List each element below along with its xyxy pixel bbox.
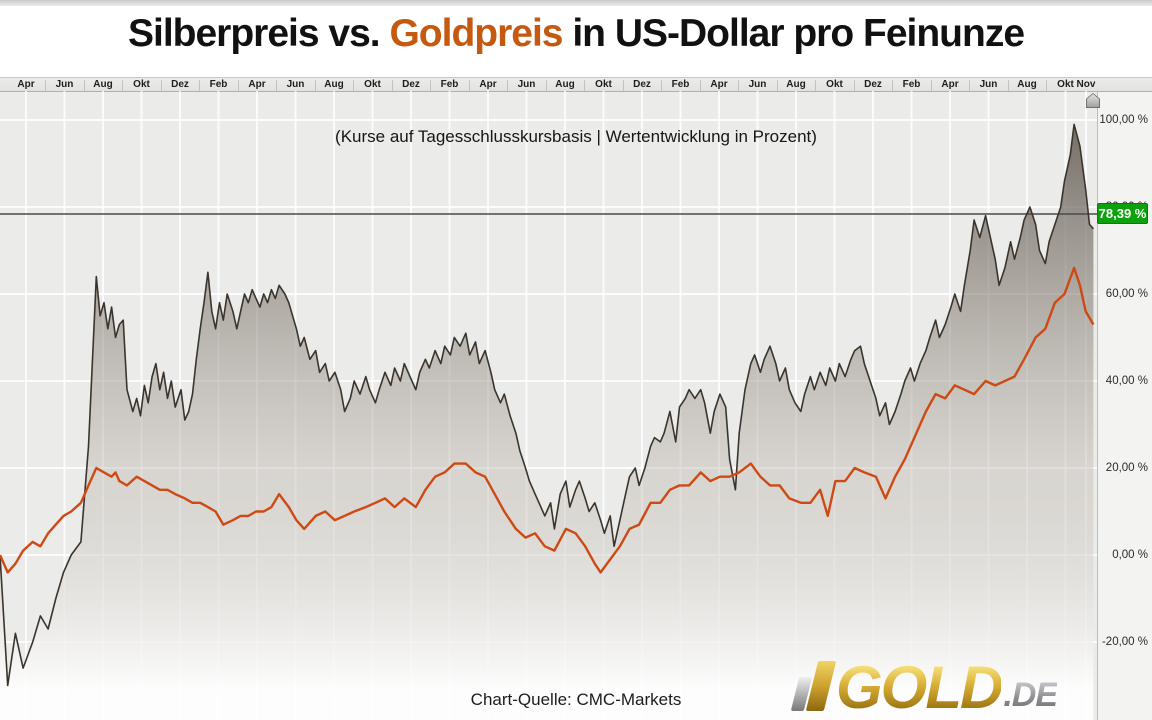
y-axis-label: 20,00 % xyxy=(1105,462,1148,474)
month-label: Apr xyxy=(479,79,497,90)
y-axis-label: 100,00 % xyxy=(1099,114,1148,126)
month-label: Feb xyxy=(440,79,459,90)
month-label: Jun xyxy=(748,79,767,90)
month-tick xyxy=(584,80,586,91)
month-label: Feb xyxy=(902,79,921,90)
drag-handle-icon xyxy=(1087,94,1099,107)
y-axis-label: 60,00 % xyxy=(1105,288,1148,300)
month-tick xyxy=(430,80,432,91)
month-label: Aug xyxy=(555,79,575,90)
gold-de-logo: GOLD .DE xyxy=(790,650,1095,720)
logo-tld: .DE xyxy=(1003,676,1058,714)
month-tick xyxy=(930,80,932,91)
month-tick xyxy=(622,80,624,91)
month-label: Jun xyxy=(286,79,305,90)
month-tick xyxy=(199,80,201,91)
logo-gold-bar-icon xyxy=(805,661,837,711)
source-caption: Chart-Quelle: CMC-Markets xyxy=(470,690,682,709)
month-tick xyxy=(738,80,740,91)
month-tick xyxy=(815,80,817,91)
month-tick xyxy=(353,80,355,91)
month-label: Dez xyxy=(171,79,189,90)
chart-subtitle: (Kurse auf Tagesschlusskursbasis | Werte… xyxy=(335,127,817,146)
month-label: Okt xyxy=(133,79,150,90)
month-tick xyxy=(1046,80,1048,91)
month-tick xyxy=(160,80,162,91)
month-label: Jun xyxy=(517,79,536,90)
month-tick xyxy=(468,80,470,91)
month-tick xyxy=(1007,80,1009,91)
month-tick xyxy=(507,80,509,91)
month-label: Okt xyxy=(826,79,843,90)
month-tick xyxy=(969,80,971,91)
month-tick xyxy=(699,80,701,91)
timeline-drag-handle[interactable] xyxy=(1086,93,1100,108)
month-label: Dez xyxy=(402,79,420,90)
month-label: Apr xyxy=(941,79,959,90)
y-axis: 100,00 %80,00 %60,00 %40,00 %20,00 %0,00… xyxy=(1097,92,1152,720)
month-tick xyxy=(237,80,239,91)
month-tick xyxy=(276,80,278,91)
month-tick xyxy=(122,80,124,91)
month-label: Okt xyxy=(1057,79,1074,90)
month-label: Apr xyxy=(248,79,266,90)
month-tick xyxy=(776,80,778,91)
current-value-badge: 78,39 % xyxy=(1097,203,1148,224)
month-label: Okt xyxy=(364,79,381,90)
logo-word: GOLD xyxy=(836,654,1003,720)
month-tick xyxy=(83,80,85,91)
title-highlight: Goldpreis xyxy=(389,12,563,55)
month-label: Apr xyxy=(710,79,728,90)
month-label: Dez xyxy=(633,79,651,90)
window-top-edge xyxy=(0,0,1152,6)
month-tick xyxy=(661,80,663,91)
month-label: Aug xyxy=(93,79,113,90)
month-label: Aug xyxy=(324,79,344,90)
month-label: Jun xyxy=(979,79,998,90)
y-axis-label: 0,00 % xyxy=(1112,549,1148,561)
month-label: Aug xyxy=(1017,79,1037,90)
month-tick xyxy=(391,80,393,91)
page-title: Silberpreis vs. Goldpreis in US-Dollar p… xyxy=(0,12,1152,56)
month-label: Jun xyxy=(55,79,74,90)
silver-price-line xyxy=(0,123,1094,687)
gold-price-line xyxy=(0,266,1095,574)
y-axis-label: 40,00 % xyxy=(1105,375,1148,387)
month-label: Okt xyxy=(595,79,612,90)
title-prefix: Silberpreis vs. xyxy=(127,12,390,55)
month-tick xyxy=(45,80,47,91)
month-tick xyxy=(314,80,316,91)
month-tick xyxy=(853,80,855,91)
month-label: Apr xyxy=(17,79,35,90)
timeline-axis: Apr Jun Aug Okt Dez Feb Apr Jun Aug Okt Dez Feb Apr J… xyxy=(0,77,1152,92)
y-axis-label: -20,00 % xyxy=(1101,636,1148,648)
chart-plot-area[interactable] xyxy=(0,91,1097,720)
month-label: Nov xyxy=(1076,79,1096,90)
month-tick xyxy=(545,80,547,91)
silver-area-fill xyxy=(0,124,1094,720)
month-label: Feb xyxy=(671,79,690,90)
month-label: Aug xyxy=(786,79,806,90)
title-suffix: in US-Dollar pro Feinunze xyxy=(562,12,1025,55)
month-label: Feb xyxy=(209,79,228,90)
month-tick xyxy=(892,80,894,91)
month-label: Dez xyxy=(864,79,882,90)
